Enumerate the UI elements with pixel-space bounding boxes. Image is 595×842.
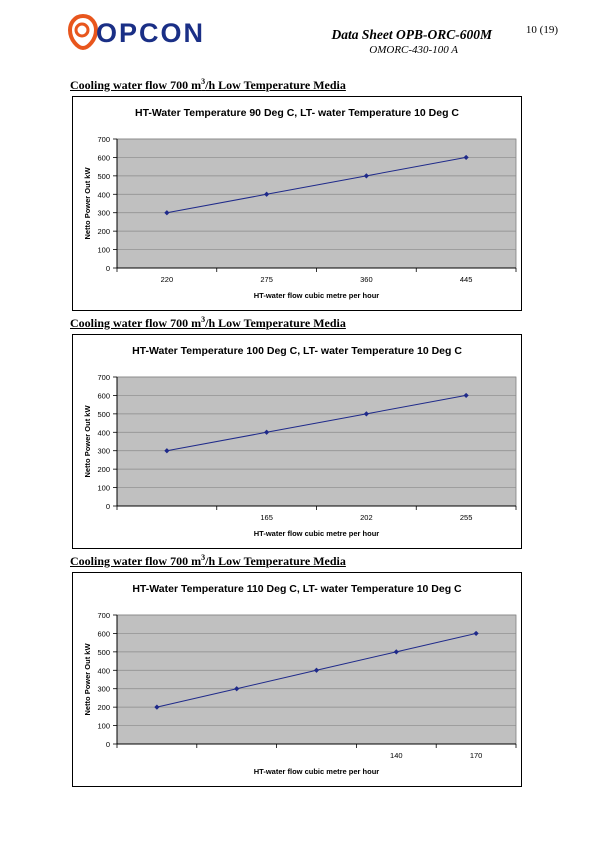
data-point xyxy=(463,154,469,161)
series-line xyxy=(166,394,467,452)
y-tick-label: 500 xyxy=(97,172,110,181)
logo-ring-icon xyxy=(68,13,98,51)
data-point xyxy=(313,667,320,673)
y-tick-label: 200 xyxy=(97,703,110,712)
chart-1: HT-Water Temperature 90 Deg C, LT- water… xyxy=(83,107,517,300)
chart-box-2: HT-Water Temperature 100 Deg C, LT- wate… xyxy=(72,334,522,549)
x-axis-title: HT-water flow cubic metre per hour xyxy=(254,529,380,538)
section-heading-2: Cooling water flow 700 m3/h Low Temperat… xyxy=(70,315,346,331)
x-tick-label: 165 xyxy=(260,513,273,522)
chart-title: HT-Water Temperature 100 Deg C, LT- wate… xyxy=(132,345,462,357)
y-tick-label: 100 xyxy=(97,722,110,731)
data-point xyxy=(473,630,479,637)
y-tick-label: 700 xyxy=(97,611,110,620)
y-tick-label: 600 xyxy=(97,391,110,400)
x-tick-label: 140 xyxy=(390,751,403,760)
y-tick-label: 600 xyxy=(97,153,110,162)
data-point xyxy=(164,448,170,454)
data-point xyxy=(363,173,369,179)
x-tick-label: 360 xyxy=(360,275,373,284)
y-tick-label: 500 xyxy=(97,648,110,657)
document-subtitle: OMORC-430-100 A xyxy=(369,44,458,56)
opcon-logo: OPCON xyxy=(68,12,238,52)
section-heading-text-end: /h Low Temperature Media xyxy=(205,554,346,568)
plot-area xyxy=(116,138,517,269)
section-heading-3: Cooling water flow 700 m3/h Low Temperat… xyxy=(70,553,346,569)
chart-3: HT-Water Temperature 110 Deg C, LT- wate… xyxy=(83,583,517,776)
y-tick-label: 700 xyxy=(97,373,110,382)
y-axis-title: Netto Power Out kW xyxy=(83,643,92,716)
x-axis-title: HT-water flow cubic metre per hour xyxy=(254,767,380,776)
section-heading-text-end: /h Low Temperature Media xyxy=(205,316,346,330)
section-heading-sup: 3 xyxy=(201,77,206,86)
data-point xyxy=(463,392,469,399)
y-tick-label: 0 xyxy=(106,264,110,273)
data-point xyxy=(234,686,240,692)
x-tick-label: 220 xyxy=(161,275,174,284)
x-tick-label: 202 xyxy=(360,513,373,522)
chart-box-1: HT-Water Temperature 90 Deg C, LT- water… xyxy=(72,96,522,311)
chart-title: HT-Water Temperature 110 Deg C, LT- wate… xyxy=(132,583,462,595)
y-tick-label: 400 xyxy=(97,428,110,437)
y-tick-label: 400 xyxy=(97,666,110,675)
document-title: Data Sheet OPB-ORC-600M xyxy=(331,27,492,42)
x-tick-label: 255 xyxy=(460,513,473,522)
section-heading-text: Cooling water flow 700 m xyxy=(70,78,202,92)
y-tick-label: 0 xyxy=(106,502,110,511)
chart-box-3: HT-Water Temperature 110 Deg C, LT- wate… xyxy=(72,572,522,787)
y-tick-label: 200 xyxy=(97,465,110,474)
page-number: 10 (19) xyxy=(525,24,558,36)
section-heading-sup: 3 xyxy=(201,315,206,324)
x-tick-label: 275 xyxy=(260,275,273,284)
x-axis-title: HT-water flow cubic metre per hour xyxy=(254,291,380,300)
y-tick-label: 0 xyxy=(106,740,110,749)
section-heading-1: Cooling water flow 700 m3/h Low Temperat… xyxy=(70,77,346,93)
y-axis-title: Netto Power Out kW xyxy=(83,405,92,478)
y-tick-label: 400 xyxy=(97,190,110,199)
plot-area xyxy=(116,376,517,507)
chart-title: HT-Water Temperature 90 Deg C, LT- water… xyxy=(135,107,459,119)
section-heading-text: Cooling water flow 700 m xyxy=(70,554,202,568)
y-axis-title: Netto Power Out kW xyxy=(83,167,92,240)
y-tick-label: 500 xyxy=(97,410,110,419)
section-heading-sup: 3 xyxy=(201,553,206,562)
data-point xyxy=(164,210,170,216)
y-tick-label: 600 xyxy=(97,629,110,638)
y-tick-label: 300 xyxy=(97,209,110,218)
chart-2: HT-Water Temperature 100 Deg C, LT- wate… xyxy=(83,345,517,538)
y-tick-label: 300 xyxy=(97,685,110,694)
plot-area xyxy=(116,614,517,745)
logo-wordmark: OPCON xyxy=(96,18,206,48)
series-line xyxy=(166,156,467,214)
y-tick-label: 100 xyxy=(97,246,110,255)
section-heading-text: Cooling water flow 700 m xyxy=(70,316,202,330)
x-tick-label: 170 xyxy=(470,751,483,760)
section-heading-text-end: /h Low Temperature Media xyxy=(205,78,346,92)
y-tick-label: 300 xyxy=(97,447,110,456)
data-point xyxy=(264,191,270,197)
y-tick-label: 200 xyxy=(97,227,110,236)
y-tick-label: 700 xyxy=(97,135,110,144)
x-tick-label: 445 xyxy=(460,275,473,284)
y-tick-label: 100 xyxy=(97,484,110,493)
data-point xyxy=(264,429,270,435)
